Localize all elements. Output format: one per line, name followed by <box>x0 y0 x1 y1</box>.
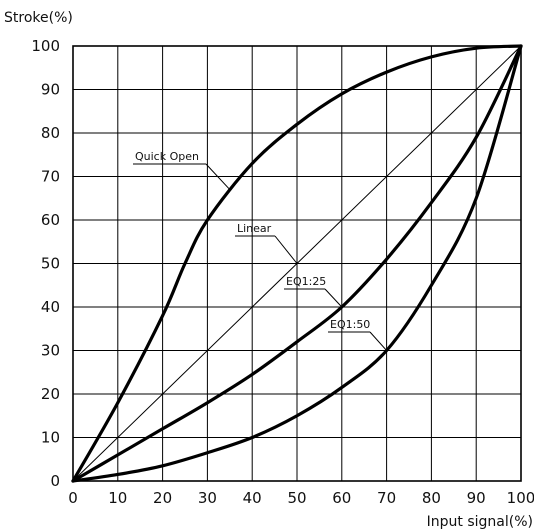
x-tick-label: 100 <box>507 489 534 507</box>
annotation-label: Quick Open <box>135 150 199 163</box>
series-line-quick-open <box>71 44 523 483</box>
y-tick-label: 100 <box>31 37 60 55</box>
y-tick-label: 60 <box>41 211 60 229</box>
series-line-eq1-25 <box>71 44 523 483</box>
y-tick-label: 0 <box>50 472 60 490</box>
x-tick-label: 10 <box>108 489 127 507</box>
y-tick-label: 70 <box>41 168 60 186</box>
plot-frame <box>72 45 522 482</box>
x-tick-label: 20 <box>153 489 172 507</box>
x-tick-label: 40 <box>243 489 262 507</box>
annotation-label: EQ1:25 <box>286 275 326 288</box>
series-line-eq1-50 <box>71 44 523 483</box>
annotation-leader-line <box>205 163 231 190</box>
annotations: Quick Open Linear EQ1:25 EQ1:50 <box>133 150 387 351</box>
x-axis-title: Input signal(%) <box>427 514 533 529</box>
annotation-leader-line <box>369 331 387 351</box>
annotation-leader-line <box>274 235 298 264</box>
annotation-label: EQ1:50 <box>330 318 370 331</box>
x-tick-label: 30 <box>198 489 217 507</box>
y-axis-title: Stroke(%) <box>4 10 73 26</box>
y-tick-label: 90 <box>41 81 60 99</box>
y-tick-label: 30 <box>41 342 60 360</box>
x-tick-label: 0 <box>68 489 78 507</box>
y-tick-label: 10 <box>41 429 60 447</box>
x-tick-label: 70 <box>377 489 396 507</box>
y-tick-label: 20 <box>41 385 60 403</box>
y-tick-label: 80 <box>41 124 60 142</box>
annotation-leader-line <box>324 288 343 308</box>
x-tick-label: 90 <box>467 489 486 507</box>
annotation-label: Linear <box>237 222 272 235</box>
x-tick-label: 60 <box>332 489 351 507</box>
x-tick-label: 50 <box>287 489 306 507</box>
y-tick-label: 40 <box>41 298 60 316</box>
y-tick-label: 50 <box>41 255 60 273</box>
tick-labels: 0 10 20 30 40 50 60 70 80 90 100 0 10 20 30 40 50 60 70 80 9… <box>31 37 534 507</box>
x-tick-label: 80 <box>422 489 441 507</box>
